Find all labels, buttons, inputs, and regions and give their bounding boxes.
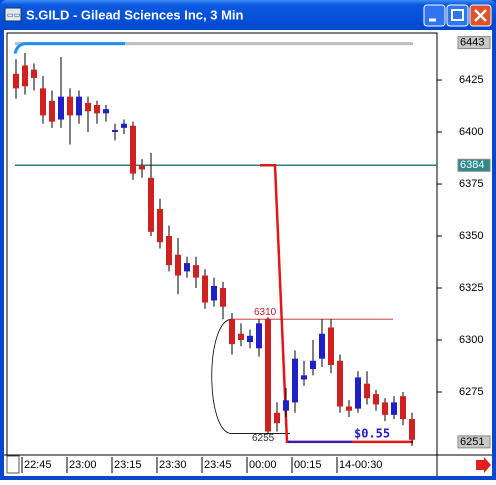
- candle-body: [328, 327, 334, 365]
- minimize-button[interactable]: [423, 4, 446, 27]
- close-glyph: [474, 9, 487, 22]
- candle-body: [373, 394, 379, 405]
- x-tick-label: 23:00: [69, 459, 97, 471]
- x-tick-label: 23:30: [159, 459, 187, 471]
- x-tick-label: 00:00: [249, 459, 277, 471]
- y-tick-label: 6350: [459, 230, 483, 242]
- candle-body: [76, 96, 82, 116]
- y-tick-label: 6325: [459, 282, 483, 294]
- x-tick-label: 23:15: [114, 459, 142, 471]
- y-tick-label: 6300: [459, 334, 483, 346]
- candle-body: [382, 402, 388, 415]
- candle-body: [274, 412, 280, 424]
- candle-body: [229, 319, 235, 345]
- candle-body: [355, 377, 361, 409]
- candle-body: [148, 177, 154, 232]
- measure-high-label: 6310: [254, 307, 277, 318]
- candle-body: [364, 383, 370, 399]
- candle-body: [31, 69, 37, 78]
- x-tick-label: 22:45: [24, 459, 52, 471]
- scroll-arrow[interactable]: [476, 457, 491, 473]
- candle-body: [337, 360, 343, 407]
- candle-body: [157, 208, 163, 243]
- candle-body: [265, 319, 271, 432]
- x-tick-label: 14-00:30: [339, 459, 382, 471]
- candle-body: [94, 104, 100, 114]
- candle-body: [301, 375, 307, 380]
- candle-body: [121, 123, 127, 128]
- scroll-box[interactable]: [6, 455, 20, 474]
- title-bar: [0, 0, 496, 30]
- candle-body: [319, 333, 325, 359]
- candle-body: [85, 102, 91, 112]
- candle-body: [256, 323, 262, 349]
- price-line-accent: [13, 42, 125, 54]
- maximize-button[interactable]: [446, 4, 469, 27]
- candle-body: [211, 285, 217, 301]
- candle-body: [139, 165, 145, 170]
- y-tick-label: 6275: [459, 386, 483, 398]
- window-title: S.GILD - Gilead Sciences Inc, 3 Min: [26, 7, 244, 22]
- candle-body: [193, 265, 199, 278]
- candle-body: [292, 358, 298, 403]
- candle-body: [283, 400, 289, 411]
- candle-body: [238, 333, 244, 340]
- candle-body: [49, 100, 55, 122]
- candle-body: [130, 125, 136, 174]
- icon-glyph: ▭▭: [7, 12, 20, 19]
- price-marker-box: [457, 158, 491, 172]
- window-icon[interactable]: [4, 7, 22, 22]
- candle-body: [391, 402, 397, 415]
- price-marker-box: [457, 36, 491, 50]
- candle-body: [166, 236, 172, 266]
- candle-body: [13, 73, 19, 89]
- candle-body: [112, 129, 118, 133]
- measure-label: $0.55: [354, 426, 390, 440]
- candle-body: [346, 406, 352, 411]
- y-tick-label: 6400: [459, 126, 483, 138]
- y-tick-label: 6375: [459, 178, 483, 190]
- price-marker-label: 6384: [460, 159, 484, 171]
- candle-body: [58, 96, 64, 120]
- price-marker-label: 6251: [460, 436, 484, 448]
- candle-body: [22, 65, 28, 87]
- maximize-glyph: [451, 9, 464, 21]
- measure-low-label: 6255: [252, 433, 275, 444]
- plot: 6425 6400 6375 6350 6325 6300 6275 22:45 23:00 23…: [13, 36, 491, 473]
- candle-body: [310, 360, 316, 370]
- candle-body: [247, 335, 253, 343]
- price-marker-label: 6443: [460, 37, 484, 49]
- candle-body: [220, 288, 226, 307]
- candle-body: [103, 109, 109, 114]
- candle-body: [40, 88, 46, 116]
- candle-body: [409, 419, 415, 440]
- candle-body: [175, 254, 181, 276]
- y-tick-label: 6425: [459, 74, 483, 86]
- x-tick-label: 23:45: [204, 459, 232, 471]
- x-tick-label: 00:15: [294, 459, 322, 471]
- candle-body: [202, 275, 208, 303]
- candle-body: [400, 396, 406, 420]
- price-marker-box: [457, 435, 491, 449]
- candle-body: [67, 96, 73, 116]
- candle-body: [184, 263, 190, 272]
